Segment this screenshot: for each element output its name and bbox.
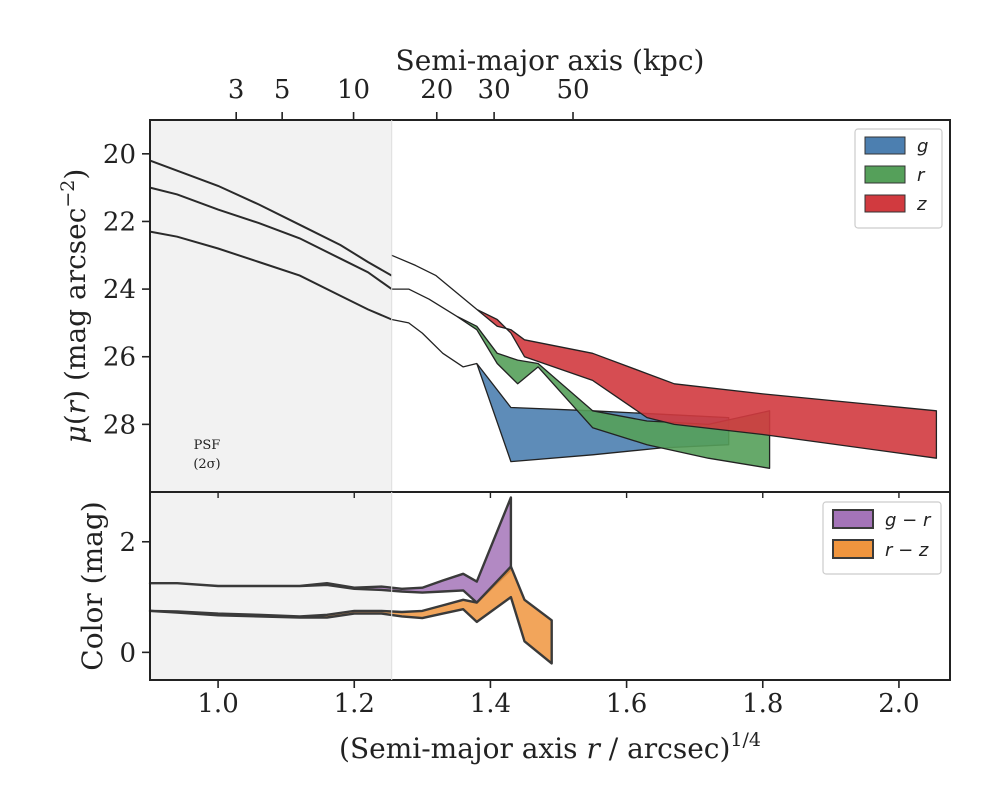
lower-y-tick-label: 0 [119,638,136,668]
color-area-r-z [148,565,553,665]
lower-y-axis-title: Color (mag) [76,501,109,670]
band-legend-swatch [864,165,906,184]
color-profiles [148,496,553,665]
color-legend-label: g − r [885,510,932,531]
psf-label: PSF [194,438,221,453]
x-axis-ticks: 1.0 1.2 1.4 1.6 1.8 2.0 [197,492,920,719]
color-legend-label: r − z [885,540,929,561]
x-axis-title: (Semi-major axis r / arcsec)1/4 [339,729,761,765]
top-axis-title: Semi-major axis (kpc) [396,44,705,77]
lower-panel: 02 Color (mag) g − rr − z [76,491,951,681]
band-legend-label: g [917,136,928,157]
psf-sigma-label: (2σ) [193,457,220,472]
lower-y-tick-label: 2 [119,528,136,558]
inner-profile-line [149,186,393,290]
inner-profile-line [149,230,393,321]
upper-y-axis-title: μ(r) (mag arcsec−2) [57,169,92,444]
psf-region-upper [150,120,392,492]
inner-profile-line [149,159,393,277]
upper-y-tick-label: 20 [103,140,136,170]
x-tick-label: 1.6 [606,689,647,719]
top-axis-ticks: 3 5 10 20 30 50 [228,75,590,120]
band-legend-swatch [864,194,906,213]
top-tick-label: 30 [478,75,511,105]
band-legend-label: r [917,165,926,186]
top-tick-label: 50 [556,75,589,105]
band-area-z [391,254,938,459]
x-tick-label: 1.4 [470,689,511,719]
band-legend-swatch [864,136,906,155]
x-tick-label: 1.8 [742,689,783,719]
x-tick-label: 1.2 [334,689,375,719]
color-legend-swatch [832,509,874,529]
x-tick-label: 2.0 [878,689,919,719]
top-tick-label: 20 [420,75,453,105]
top-tick-label: 10 [337,75,370,105]
top-tick-label: 3 [228,75,245,105]
upper-y-ticks: 20 22 24 26 28 [103,140,150,440]
x-tick-label: 1.0 [197,689,238,719]
color-area-g-r [148,496,513,604]
upper-y-tick-label: 26 [103,343,136,373]
lower-panel-frame [149,491,951,681]
band-legend: grz [854,128,943,229]
top-tick-label: 5 [274,75,291,105]
upper-y-tick-label: 22 [103,207,136,237]
color-legend: g − r r − z [822,501,942,575]
upper-y-tick-label: 24 [103,275,136,305]
band-profiles [149,159,938,469]
upper-y-tick-label: 28 [103,410,136,440]
color-legend-swatch [832,539,874,559]
band-legend-label: z [916,194,927,215]
lower-y-ticks: 02 [119,528,150,668]
